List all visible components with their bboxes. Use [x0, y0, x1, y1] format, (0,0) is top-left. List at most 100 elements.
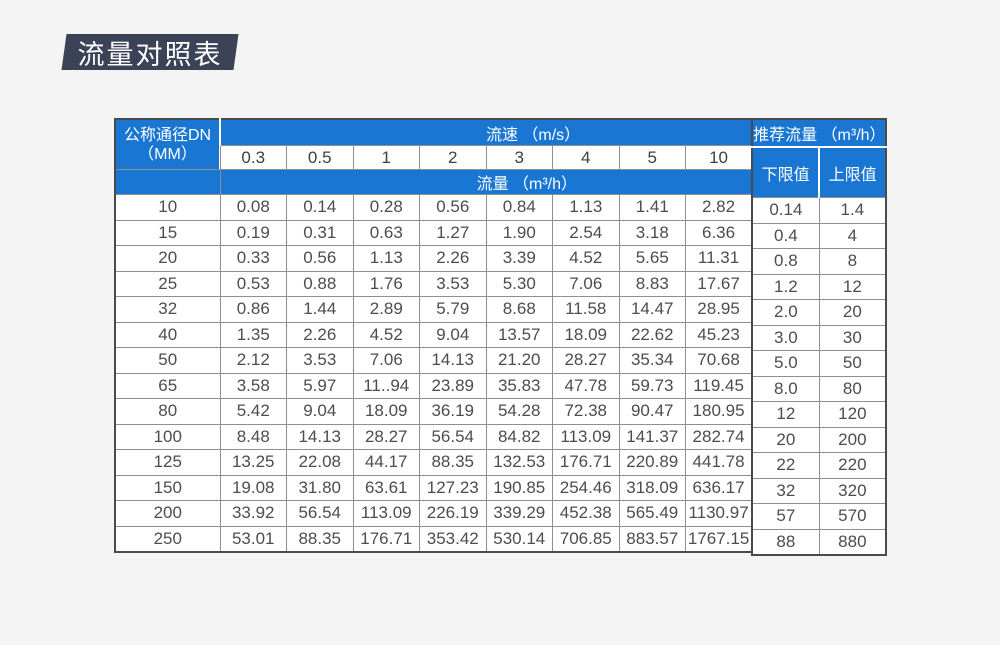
recommended-flow-row: 57 570	[751, 503, 887, 530]
flow-value-cell: 22.62	[618, 321, 686, 348]
recommended-header-row: 推荐流量 （m³/h）	[751, 118, 887, 148]
dn-cell: 50	[114, 347, 221, 374]
flow-group-header: 流量 （m³/h）	[219, 169, 753, 195]
flow-value-cell: 565.49	[618, 500, 686, 527]
dn-cell: 40	[114, 321, 221, 348]
flow-value-cell: 1.13	[352, 245, 420, 272]
flow-value-cell: 530.14	[485, 525, 553, 553]
recommended-flow-row: 1.2 12	[751, 273, 887, 300]
flow-value-cell: 33.92	[219, 500, 287, 527]
flow-value-cell: 5.65	[618, 245, 686, 272]
flow-value-cell: 0.19	[219, 219, 287, 246]
lower-limit-cell: 5.0	[751, 350, 820, 377]
dn-filler-cell	[114, 169, 221, 195]
flow-value-cell: 19.08	[219, 474, 287, 501]
flow-value-cell: 2.26	[419, 245, 487, 272]
dn-header-cell: 公称通径DN （MM）	[114, 118, 221, 170]
flow-value-cell: 0.08	[219, 194, 287, 221]
flow-value-cell: 1.35	[219, 321, 287, 348]
recommended-flow-table: 推荐流量 （m³/h） 下限值 上限值 0.14 1.4 0.4 4 0.8 8 1.2 12…	[751, 118, 888, 556]
flow-table-row: 32 0.86 1.44 2.89 5.79 8.68 11.58 14.47 28.95	[114, 296, 753, 323]
flow-value-cell: 22.08	[286, 449, 354, 476]
flow-value-cell: 0.88	[286, 270, 354, 297]
flow-value-cell: 7.06	[352, 347, 420, 374]
recommended-group-header: 推荐流量 （m³/h）	[751, 118, 887, 148]
dn-cell: 80	[114, 398, 221, 425]
dn-cell: 65	[114, 372, 221, 399]
flow-value-cell: 220.89	[618, 449, 686, 476]
upper-limit-cell: 120	[818, 401, 887, 428]
recommended-flow-row: 88 880	[751, 528, 887, 556]
flow-value-cell: 0.14	[286, 194, 354, 221]
upper-limit-cell: 200	[818, 426, 887, 453]
page-title: 流量对照表	[77, 39, 223, 70]
flow-value-cell: 35.83	[485, 372, 553, 399]
flow-value-cell: 4.52	[552, 245, 620, 272]
flow-table-row: 40 1.35 2.26 4.52 9.04 13.57 18.09 22.62 45.23	[114, 321, 753, 348]
flow-value-cell: 127.23	[419, 474, 487, 501]
dn-cell: 15	[114, 219, 221, 246]
flow-value-cell: 17.67	[685, 270, 753, 297]
flow-value-cell: 441.78	[685, 449, 753, 476]
flow-value-cell: 1.76	[352, 270, 420, 297]
lower-limit-header: 下限值	[751, 146, 820, 198]
limit-header-row: 下限值 上限值	[751, 146, 887, 198]
flow-value-cell: 2.54	[552, 219, 620, 246]
flow-table-row: 80 5.42 9.04 18.09 36.19 54.28 72.38 90.47 180.9…	[114, 398, 753, 425]
dn-cell: 10	[114, 194, 221, 221]
flow-value-cell: 63.61	[352, 474, 420, 501]
flow-value-cell: 35.34	[618, 347, 686, 374]
flow-value-cell: 190.85	[485, 474, 553, 501]
flow-value-cell: 282.74	[685, 423, 753, 450]
flow-value-cell: 11..94	[352, 372, 420, 399]
lower-limit-cell: 22	[751, 452, 820, 479]
flow-value-cell: 44.17	[352, 449, 420, 476]
flow-value-cell: 53.01	[219, 525, 287, 553]
lower-limit-cell: 0.14	[751, 197, 820, 224]
flow-value-cell: 9.04	[286, 398, 354, 425]
recommended-flow-row: 8.0 80	[751, 375, 887, 402]
recommended-flow-row: 5.0 50	[751, 350, 887, 377]
flow-value-cell: 3.18	[618, 219, 686, 246]
flow-value-cell: 706.85	[552, 525, 620, 553]
velocity-header-cell: 10	[685, 145, 753, 170]
flow-value-cell: 226.19	[419, 500, 487, 527]
upper-limit-cell: 880	[818, 528, 887, 556]
flow-header-row: 流量 （m³/h）	[114, 169, 753, 195]
main-flow-table: 公称通径DN （MM） 流速 （m/s） 0.3 0.5 1 2 3 4 5 10 流量 （m…	[114, 118, 754, 553]
flow-value-cell: 339.29	[485, 500, 553, 527]
flow-value-cell: 2.12	[219, 347, 287, 374]
flow-value-cell: 636.17	[685, 474, 753, 501]
flow-value-cell: 0.84	[485, 194, 553, 221]
flow-value-cell: 31.80	[286, 474, 354, 501]
flow-value-cell: 88.35	[419, 449, 487, 476]
flow-value-cell: 0.33	[219, 245, 287, 272]
flow-value-cell: 28.95	[685, 296, 753, 323]
flow-value-cell: 353.42	[419, 525, 487, 553]
flow-value-cell: 1.13	[552, 194, 620, 221]
flow-table-row: 125 13.25 22.08 44.17 88.35 132.53 176.71 220.8…	[114, 449, 753, 476]
lower-limit-cell: 8.0	[751, 375, 820, 402]
velocity-header-cell: 0.3	[219, 145, 287, 170]
flow-value-cell: 883.57	[618, 525, 686, 553]
flow-value-cell: 45.23	[685, 321, 753, 348]
flow-value-cell: 0.28	[352, 194, 420, 221]
flow-value-cell: 13.25	[219, 449, 287, 476]
flow-table-row: 100 8.48 14.13 28.27 56.54 84.82 113.09 141.37 2…	[114, 423, 753, 450]
speed-group-header: 流速 （m/s）	[218, 118, 753, 146]
dn-cell: 125	[114, 449, 221, 476]
flow-value-cell: 59.73	[618, 372, 686, 399]
flow-table-row: 200 33.92 56.54 113.09 226.19 339.29 452.38 565…	[114, 500, 753, 527]
flow-value-cell: 0.63	[352, 219, 420, 246]
lower-limit-cell: 0.4	[751, 222, 820, 249]
upper-limit-cell: 20	[818, 299, 887, 326]
flow-value-cell: 23.89	[419, 372, 487, 399]
flow-value-cell: 8.68	[485, 296, 553, 323]
flow-value-cell: 1130.97	[685, 500, 753, 527]
flow-value-cell: 1.27	[419, 219, 487, 246]
flow-value-cell: 8.48	[219, 423, 287, 450]
lower-limit-cell: 12	[751, 401, 820, 428]
flow-table-row: 50 2.12 3.53 7.06 14.13 21.20 28.27 35.34 70.68	[114, 347, 753, 374]
flow-table-row: 20 0.33 0.56 1.13 2.26 3.39 4.52 5.65 11.31	[114, 245, 753, 272]
recommended-flow-row: 2.0 20	[751, 299, 887, 326]
